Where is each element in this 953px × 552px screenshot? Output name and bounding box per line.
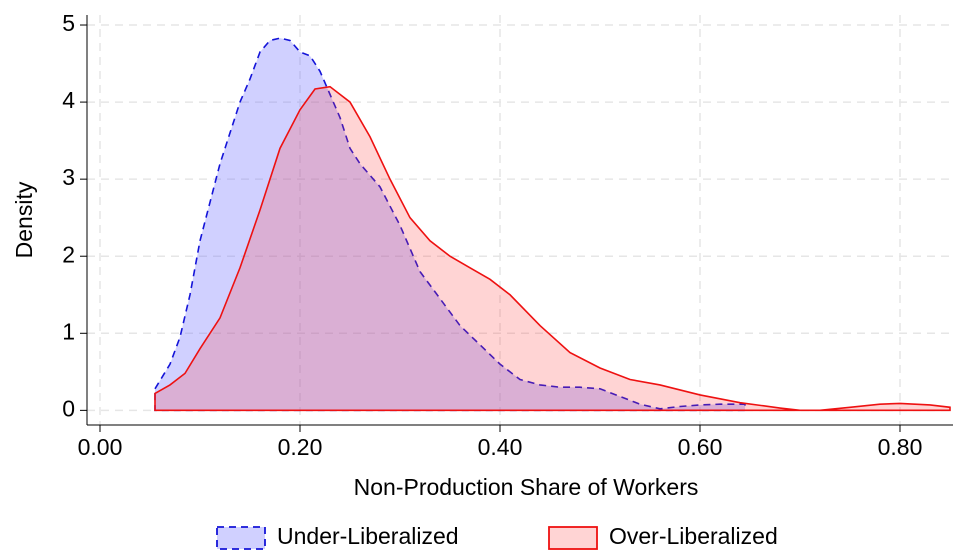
y-tick-label: 3	[62, 164, 75, 190]
y-tick-label: 1	[62, 318, 75, 344]
y-tick-label: 5	[62, 10, 75, 36]
y-tick-label: 2	[62, 241, 75, 267]
y-tick-label: 0	[62, 395, 75, 421]
legend-swatch	[548, 526, 598, 550]
x-tick-label: 0.00	[78, 434, 123, 460]
x-tick-label: 0.40	[478, 434, 523, 460]
y-axis-title: Density	[11, 181, 37, 258]
x-tick-label: 0.80	[878, 434, 923, 460]
x-tick-label: 0.20	[278, 434, 323, 460]
y-tick-label: 4	[62, 87, 75, 113]
legend-swatch	[216, 526, 266, 550]
plot-area	[154, 37, 951, 412]
x-axis-title: Non-Production Share of Workers	[354, 474, 699, 500]
legend-label: Under-Liberalized	[277, 523, 459, 549]
x-tick-label: 0.60	[678, 434, 723, 460]
area	[154, 37, 746, 412]
legend-label: Over-Liberalized	[609, 523, 778, 549]
area	[154, 85, 951, 412]
